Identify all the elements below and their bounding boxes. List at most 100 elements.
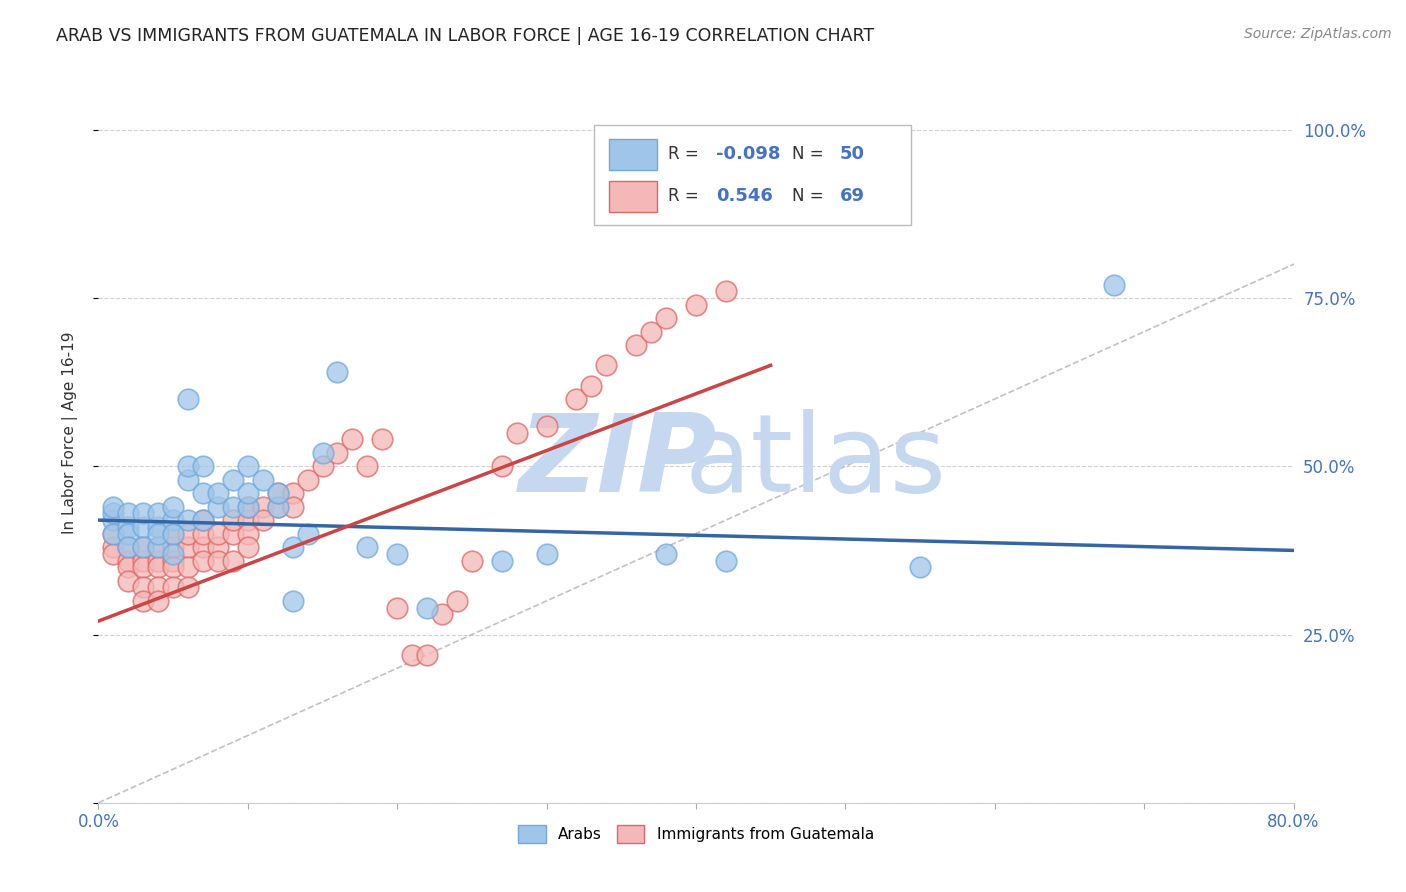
Point <box>117 507 139 521</box>
Point <box>177 540 200 554</box>
Point <box>326 446 349 460</box>
Point <box>401 648 423 662</box>
Point <box>311 459 333 474</box>
Point <box>342 433 364 447</box>
Text: 50: 50 <box>839 145 865 163</box>
Legend: Arabs, Immigrants from Guatemala: Arabs, Immigrants from Guatemala <box>510 818 882 851</box>
Point <box>207 553 229 567</box>
Point <box>491 459 513 474</box>
Point <box>148 560 170 574</box>
Point <box>148 553 170 567</box>
Point <box>207 500 229 514</box>
Point <box>162 526 184 541</box>
Point <box>148 594 170 608</box>
Point <box>148 540 170 554</box>
Text: 69: 69 <box>839 187 865 205</box>
Point <box>356 540 378 554</box>
Point <box>132 540 155 554</box>
Point <box>311 446 333 460</box>
Point <box>148 520 170 534</box>
Point <box>252 473 274 487</box>
Point <box>132 520 155 534</box>
Point <box>595 359 617 373</box>
Point <box>117 540 139 554</box>
Point <box>177 513 200 527</box>
Point <box>565 392 588 406</box>
Point <box>236 500 259 514</box>
Point <box>162 540 184 554</box>
Point <box>908 560 931 574</box>
Point <box>117 574 139 588</box>
Point <box>1104 277 1126 292</box>
Text: R =: R = <box>668 145 704 163</box>
Text: N =: N = <box>792 187 828 205</box>
Point <box>267 486 290 500</box>
Bar <box>609 181 657 212</box>
Text: -0.098: -0.098 <box>716 145 780 163</box>
Point <box>222 526 245 541</box>
Point <box>222 553 245 567</box>
Point <box>148 581 170 595</box>
Point <box>536 547 558 561</box>
Point <box>491 553 513 567</box>
Point <box>191 513 214 527</box>
Point <box>132 553 155 567</box>
Point <box>177 526 200 541</box>
Point <box>132 540 155 554</box>
Point <box>297 473 319 487</box>
Point <box>117 560 139 574</box>
Point <box>117 526 139 541</box>
Point <box>536 418 558 433</box>
Point <box>252 500 274 514</box>
Point <box>236 459 259 474</box>
Point <box>655 547 678 561</box>
Point <box>103 507 125 521</box>
Point <box>162 500 184 514</box>
Point <box>655 311 678 326</box>
Point <box>207 526 229 541</box>
Point <box>222 513 245 527</box>
Point <box>281 500 304 514</box>
Point <box>222 473 245 487</box>
Point <box>371 433 394 447</box>
Point <box>626 338 648 352</box>
Point <box>177 473 200 487</box>
Point <box>103 526 125 541</box>
Point <box>416 648 439 662</box>
Point <box>148 526 170 541</box>
Point <box>385 547 409 561</box>
Point <box>132 581 155 595</box>
Point <box>103 526 125 541</box>
Point <box>236 513 259 527</box>
Point <box>191 526 214 541</box>
Point <box>191 513 214 527</box>
Point <box>162 581 184 595</box>
Point <box>132 594 155 608</box>
Point <box>177 459 200 474</box>
Point <box>446 594 468 608</box>
Point <box>191 553 214 567</box>
Point <box>267 486 290 500</box>
Point <box>506 425 529 440</box>
Y-axis label: In Labor Force | Age 16-19: In Labor Force | Age 16-19 <box>62 331 77 534</box>
Point <box>162 547 184 561</box>
Point <box>281 594 304 608</box>
Point <box>191 459 214 474</box>
Point <box>207 540 229 554</box>
Point <box>236 486 259 500</box>
Point <box>117 553 139 567</box>
Point <box>281 486 304 500</box>
Point <box>148 507 170 521</box>
Point <box>132 560 155 574</box>
Point <box>267 500 290 514</box>
Point <box>162 526 184 541</box>
Point <box>103 540 125 554</box>
Text: N =: N = <box>792 145 828 163</box>
Point <box>177 392 200 406</box>
Point <box>685 298 707 312</box>
Point <box>640 325 662 339</box>
Text: 0.546: 0.546 <box>716 187 773 205</box>
Point <box>356 459 378 474</box>
Point <box>714 285 737 299</box>
Point <box>581 378 603 392</box>
